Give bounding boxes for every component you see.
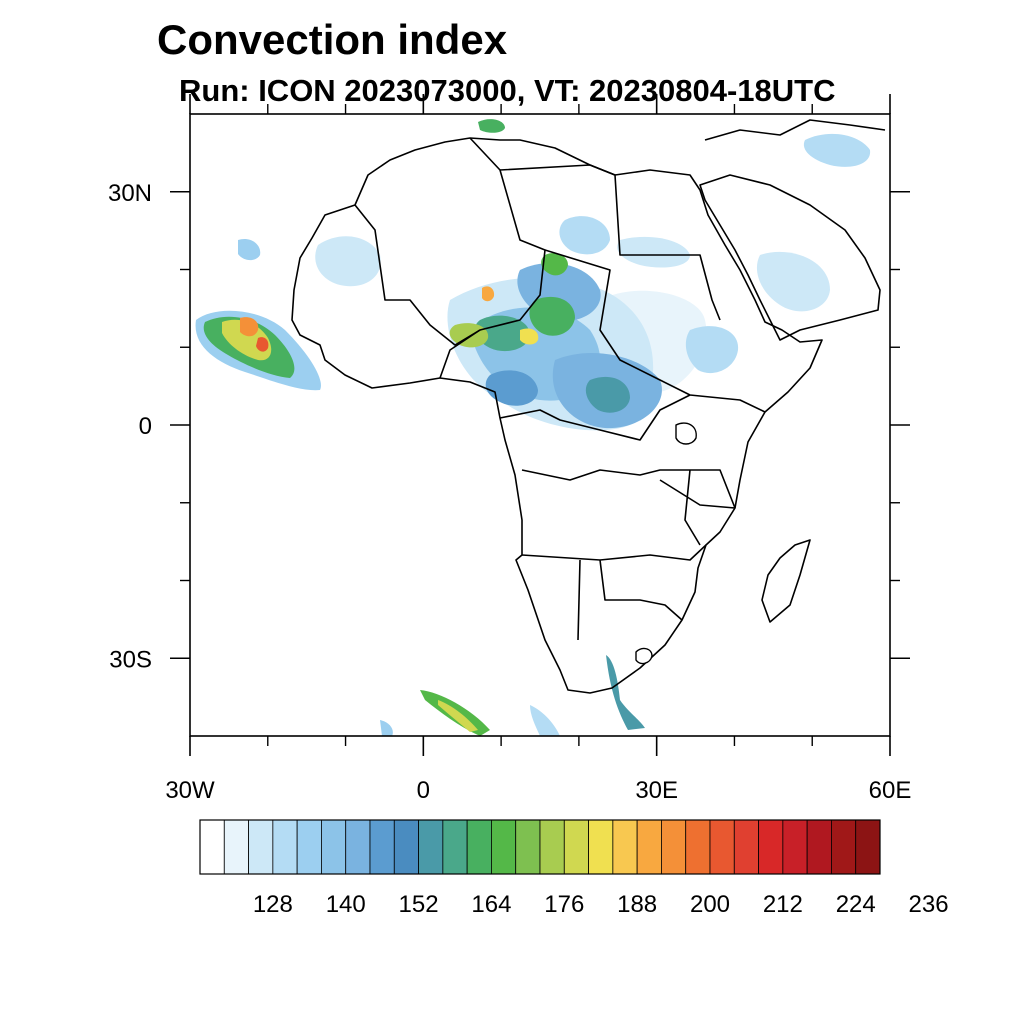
colorbar-swatch: [272, 819, 298, 875]
colorbar-swatch: [588, 819, 614, 875]
colorbar-swatch: [296, 819, 322, 875]
border-southern-africa: [521, 544, 707, 641]
geography-lines: [291, 119, 886, 694]
border-congo: [521, 469, 736, 509]
colorbar-frame: [199, 819, 881, 875]
colorbar-label: 188: [617, 891, 657, 918]
border-gulf-guinea: [439, 329, 691, 441]
colorbar-swatch: [831, 819, 857, 875]
lat-tick-label: 30S: [109, 646, 152, 673]
map-frame: [189, 113, 891, 737]
chart-title: Convection index: [157, 16, 508, 63]
colorbar-swatch: [321, 819, 347, 875]
colorbar-swatch: [855, 819, 881, 875]
colorbar-swatch: [442, 819, 468, 875]
colorbar-swatch: [199, 819, 225, 875]
colorbar-label: 152: [399, 891, 439, 918]
colorbar-label: 212: [763, 891, 803, 918]
arabia-coastline: [699, 174, 881, 341]
convection-field: [195, 119, 871, 736]
border-east-africa: [659, 469, 736, 546]
colorbar-swatch: [345, 819, 371, 875]
axis-ticks: 30W 0 30E 60E 30N 0 30S: [108, 94, 911, 804]
lon-tick-label: 0: [417, 777, 430, 804]
colorbar-swatch: [709, 819, 735, 875]
colorbar-swatch: [369, 819, 395, 875]
colorbar-swatch: [733, 819, 759, 875]
border-north-africa: [499, 164, 721, 321]
lat-tick-label: 30N: [108, 180, 152, 207]
madagascar-coastline: [761, 539, 811, 623]
colorbar-swatch: [248, 819, 274, 875]
colorbar-swatch: [612, 819, 638, 875]
lat-tick-label: 0: [139, 413, 152, 440]
colorbar-swatch: [563, 819, 589, 875]
colorbar-label: 164: [471, 891, 511, 918]
lon-tick-label: 60E: [869, 777, 912, 804]
colorbar-swatch: [393, 819, 419, 875]
lesotho-outline: [635, 647, 653, 665]
colorbar-label: 224: [836, 891, 876, 918]
lake-victoria: [675, 422, 697, 445]
colorbar-swatch: [539, 819, 565, 875]
colorbar-swatch: [661, 819, 687, 875]
colorbar-swatch: [223, 819, 249, 875]
colorbar-label: 236: [909, 891, 949, 918]
chart-subtitle: Run: ICON 2023073000, VT: 20230804-18UTC: [179, 73, 836, 108]
mediterranean-north-coast: [704, 119, 886, 141]
colorbar-swatch: [418, 819, 444, 875]
colorbar-swatch: [491, 819, 517, 875]
colorbar-swatch: [806, 819, 832, 875]
colorbar-label: 128: [253, 891, 293, 918]
colorbar-label: 200: [690, 891, 730, 918]
colorbar-label: 176: [544, 891, 584, 918]
lon-tick-label: 30E: [635, 777, 678, 804]
colorbar-label: 140: [326, 891, 366, 918]
colorbar-swatch: [782, 819, 808, 875]
border-central-east: [544, 249, 766, 413]
lon-tick-label: 30W: [165, 777, 215, 804]
colorbar-swatch: [685, 819, 711, 875]
colorbar: 128 140 152 164 176 188 200 212 224 236: [199, 819, 949, 918]
colorbar-swatch: [758, 819, 784, 875]
colorbar-swatch: [515, 819, 541, 875]
africa-coastline: [291, 137, 823, 694]
colorbar-swatch: [636, 819, 662, 875]
colorbar-swatch: [466, 819, 492, 875]
